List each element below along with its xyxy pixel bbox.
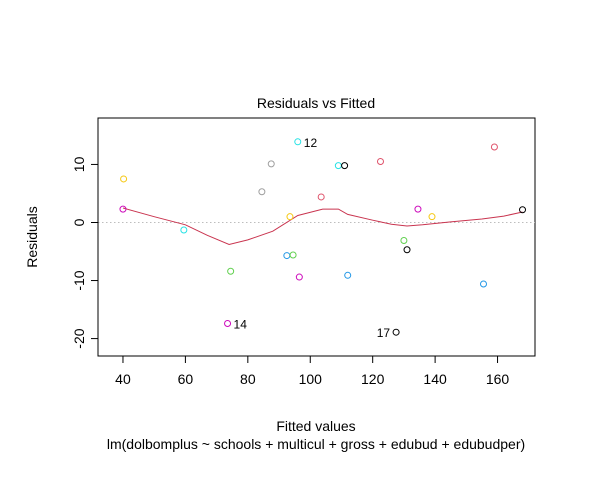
residual-point: [344, 271, 352, 279]
y-tick-label: 10: [71, 156, 87, 172]
residual-point: [294, 138, 302, 146]
x-axis: 40 60 80 100 120 140 160: [115, 355, 510, 387]
outlier-label: 17: [377, 326, 391, 340]
chart-title: Residuals vs Fitted: [257, 95, 375, 111]
residual-point: [341, 162, 349, 170]
residual-point: [295, 273, 303, 281]
x-axis-label: Fitted values: [276, 418, 355, 434]
residual-point: [490, 143, 498, 151]
y-tick-label: -20: [71, 328, 87, 348]
outlier-label: 12: [304, 136, 318, 150]
residual-point: [258, 188, 266, 196]
residual-point: [317, 193, 325, 201]
x-tick-label: 80: [240, 371, 256, 387]
residual-point: [286, 213, 294, 221]
y-tick-label: 0: [71, 218, 87, 226]
residual-point: [428, 213, 436, 221]
x-tick-label: 140: [423, 371, 447, 387]
plot-frame: [97, 117, 536, 357]
y-axis: -20 -10 0 10: [71, 156, 99, 349]
residual-point: [289, 251, 297, 259]
outlier-label: 14: [234, 317, 248, 331]
smoother-line: [122, 207, 523, 246]
model-formula-subtitle: lm(dolbomplus ~ schools + multicul + gro…: [107, 436, 525, 452]
residual-point: [283, 252, 291, 260]
residual-point: [403, 246, 411, 254]
residual-point: [400, 236, 408, 244]
residual-point: [119, 205, 127, 213]
x-tick-label: 60: [178, 371, 194, 387]
residual-point: [519, 206, 527, 214]
residual-point: [414, 205, 422, 213]
x-tick-label: 120: [361, 371, 385, 387]
x-tick-label: 100: [299, 371, 323, 387]
residual-point: [120, 175, 128, 183]
y-tick-label: -10: [71, 270, 87, 290]
residual-point: [227, 267, 235, 275]
residual-point: [224, 319, 232, 327]
residual-point: [392, 328, 400, 336]
x-tick-label: 160: [486, 371, 510, 387]
plot-area: 14 12 17: [97, 117, 536, 357]
x-tick-label: 40: [115, 371, 131, 387]
residual-point: [376, 158, 384, 166]
residual-point: [479, 280, 487, 288]
y-axis-label: Residuals: [24, 206, 40, 267]
residual-point: [267, 160, 275, 168]
residual-point: [334, 162, 342, 170]
residual-point: [180, 226, 188, 234]
